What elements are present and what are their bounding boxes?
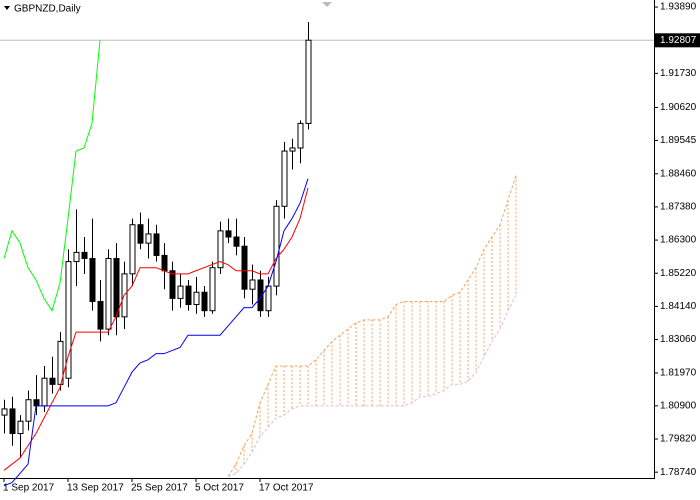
chart-title: GBPNZD,Daily xyxy=(14,4,81,15)
y-tick-label: 1.89545 xyxy=(660,135,697,146)
indicator-line xyxy=(3,40,101,312)
candle-body xyxy=(73,251,80,263)
candle-body xyxy=(145,233,152,244)
candle-body xyxy=(129,224,136,275)
candle-body xyxy=(217,230,224,269)
y-tick-label: 1.91730 xyxy=(660,68,697,79)
y-tick-label: 1.85220 xyxy=(660,268,697,279)
shift-marker xyxy=(322,2,332,7)
candle-body xyxy=(281,150,288,207)
candle-body xyxy=(241,245,248,290)
y-tick-label: 1.93890 xyxy=(660,2,697,13)
y-tick-label: 1.84140 xyxy=(660,301,697,312)
y-tick-label: 1.81970 xyxy=(660,368,697,379)
candle-body xyxy=(177,285,184,299)
candle-body xyxy=(233,236,240,247)
x-tick-label: 17 Oct 2017 xyxy=(259,483,314,494)
candle-body xyxy=(153,233,160,256)
price-label: 1.92807 xyxy=(660,35,697,46)
candle-body xyxy=(97,300,104,330)
candle-body xyxy=(25,399,32,422)
candle-body xyxy=(225,230,232,238)
candle-body xyxy=(297,122,304,149)
candle-body xyxy=(273,205,280,287)
candle-body xyxy=(105,257,112,330)
y-tick-label: 1.87380 xyxy=(660,202,697,213)
y-tick-label: 1.90620 xyxy=(660,102,697,113)
indicator-line xyxy=(3,178,309,487)
candle-body xyxy=(113,257,120,318)
x-tick-label: 25 Sep 2017 xyxy=(131,483,188,494)
y-tick-label: 1.86300 xyxy=(660,235,697,246)
candle-body xyxy=(89,257,96,302)
candle-body xyxy=(49,377,56,385)
candle-body xyxy=(65,261,72,379)
candle-body xyxy=(209,267,216,312)
candle-body xyxy=(137,224,144,244)
candle-body xyxy=(265,285,272,312)
candle-body xyxy=(1,408,8,416)
candle-body xyxy=(257,279,264,312)
candle-body xyxy=(249,279,256,290)
menu-triangle[interactable] xyxy=(4,6,10,10)
y-tick-label: 1.78740 xyxy=(660,467,697,478)
x-tick-label: 13 Sep 2017 xyxy=(67,483,124,494)
candle-body xyxy=(185,285,192,306)
candle-body xyxy=(289,147,296,152)
candle-body xyxy=(169,270,176,299)
candle-body xyxy=(81,251,88,259)
candle-body xyxy=(41,377,48,407)
span-a-line xyxy=(227,175,517,477)
candle-body xyxy=(161,254,168,272)
candle-body xyxy=(9,408,16,434)
indicator-line xyxy=(3,187,309,471)
candle-body xyxy=(33,399,40,407)
x-tick-label: 1 Sep 2017 xyxy=(3,483,55,494)
price-label-box xyxy=(655,33,700,48)
candle-body xyxy=(305,39,312,124)
candle-body xyxy=(201,291,208,312)
span-b-line xyxy=(227,295,517,477)
y-tick-label: 1.79820 xyxy=(660,434,697,445)
candle-body xyxy=(17,420,24,434)
y-tick-label: 1.88460 xyxy=(660,168,697,179)
y-tick-label: 1.83060 xyxy=(660,334,697,345)
candle-body xyxy=(193,291,200,306)
x-tick-label: 5 Oct 2017 xyxy=(195,483,244,494)
y-tick-label: 1.80900 xyxy=(660,400,697,411)
